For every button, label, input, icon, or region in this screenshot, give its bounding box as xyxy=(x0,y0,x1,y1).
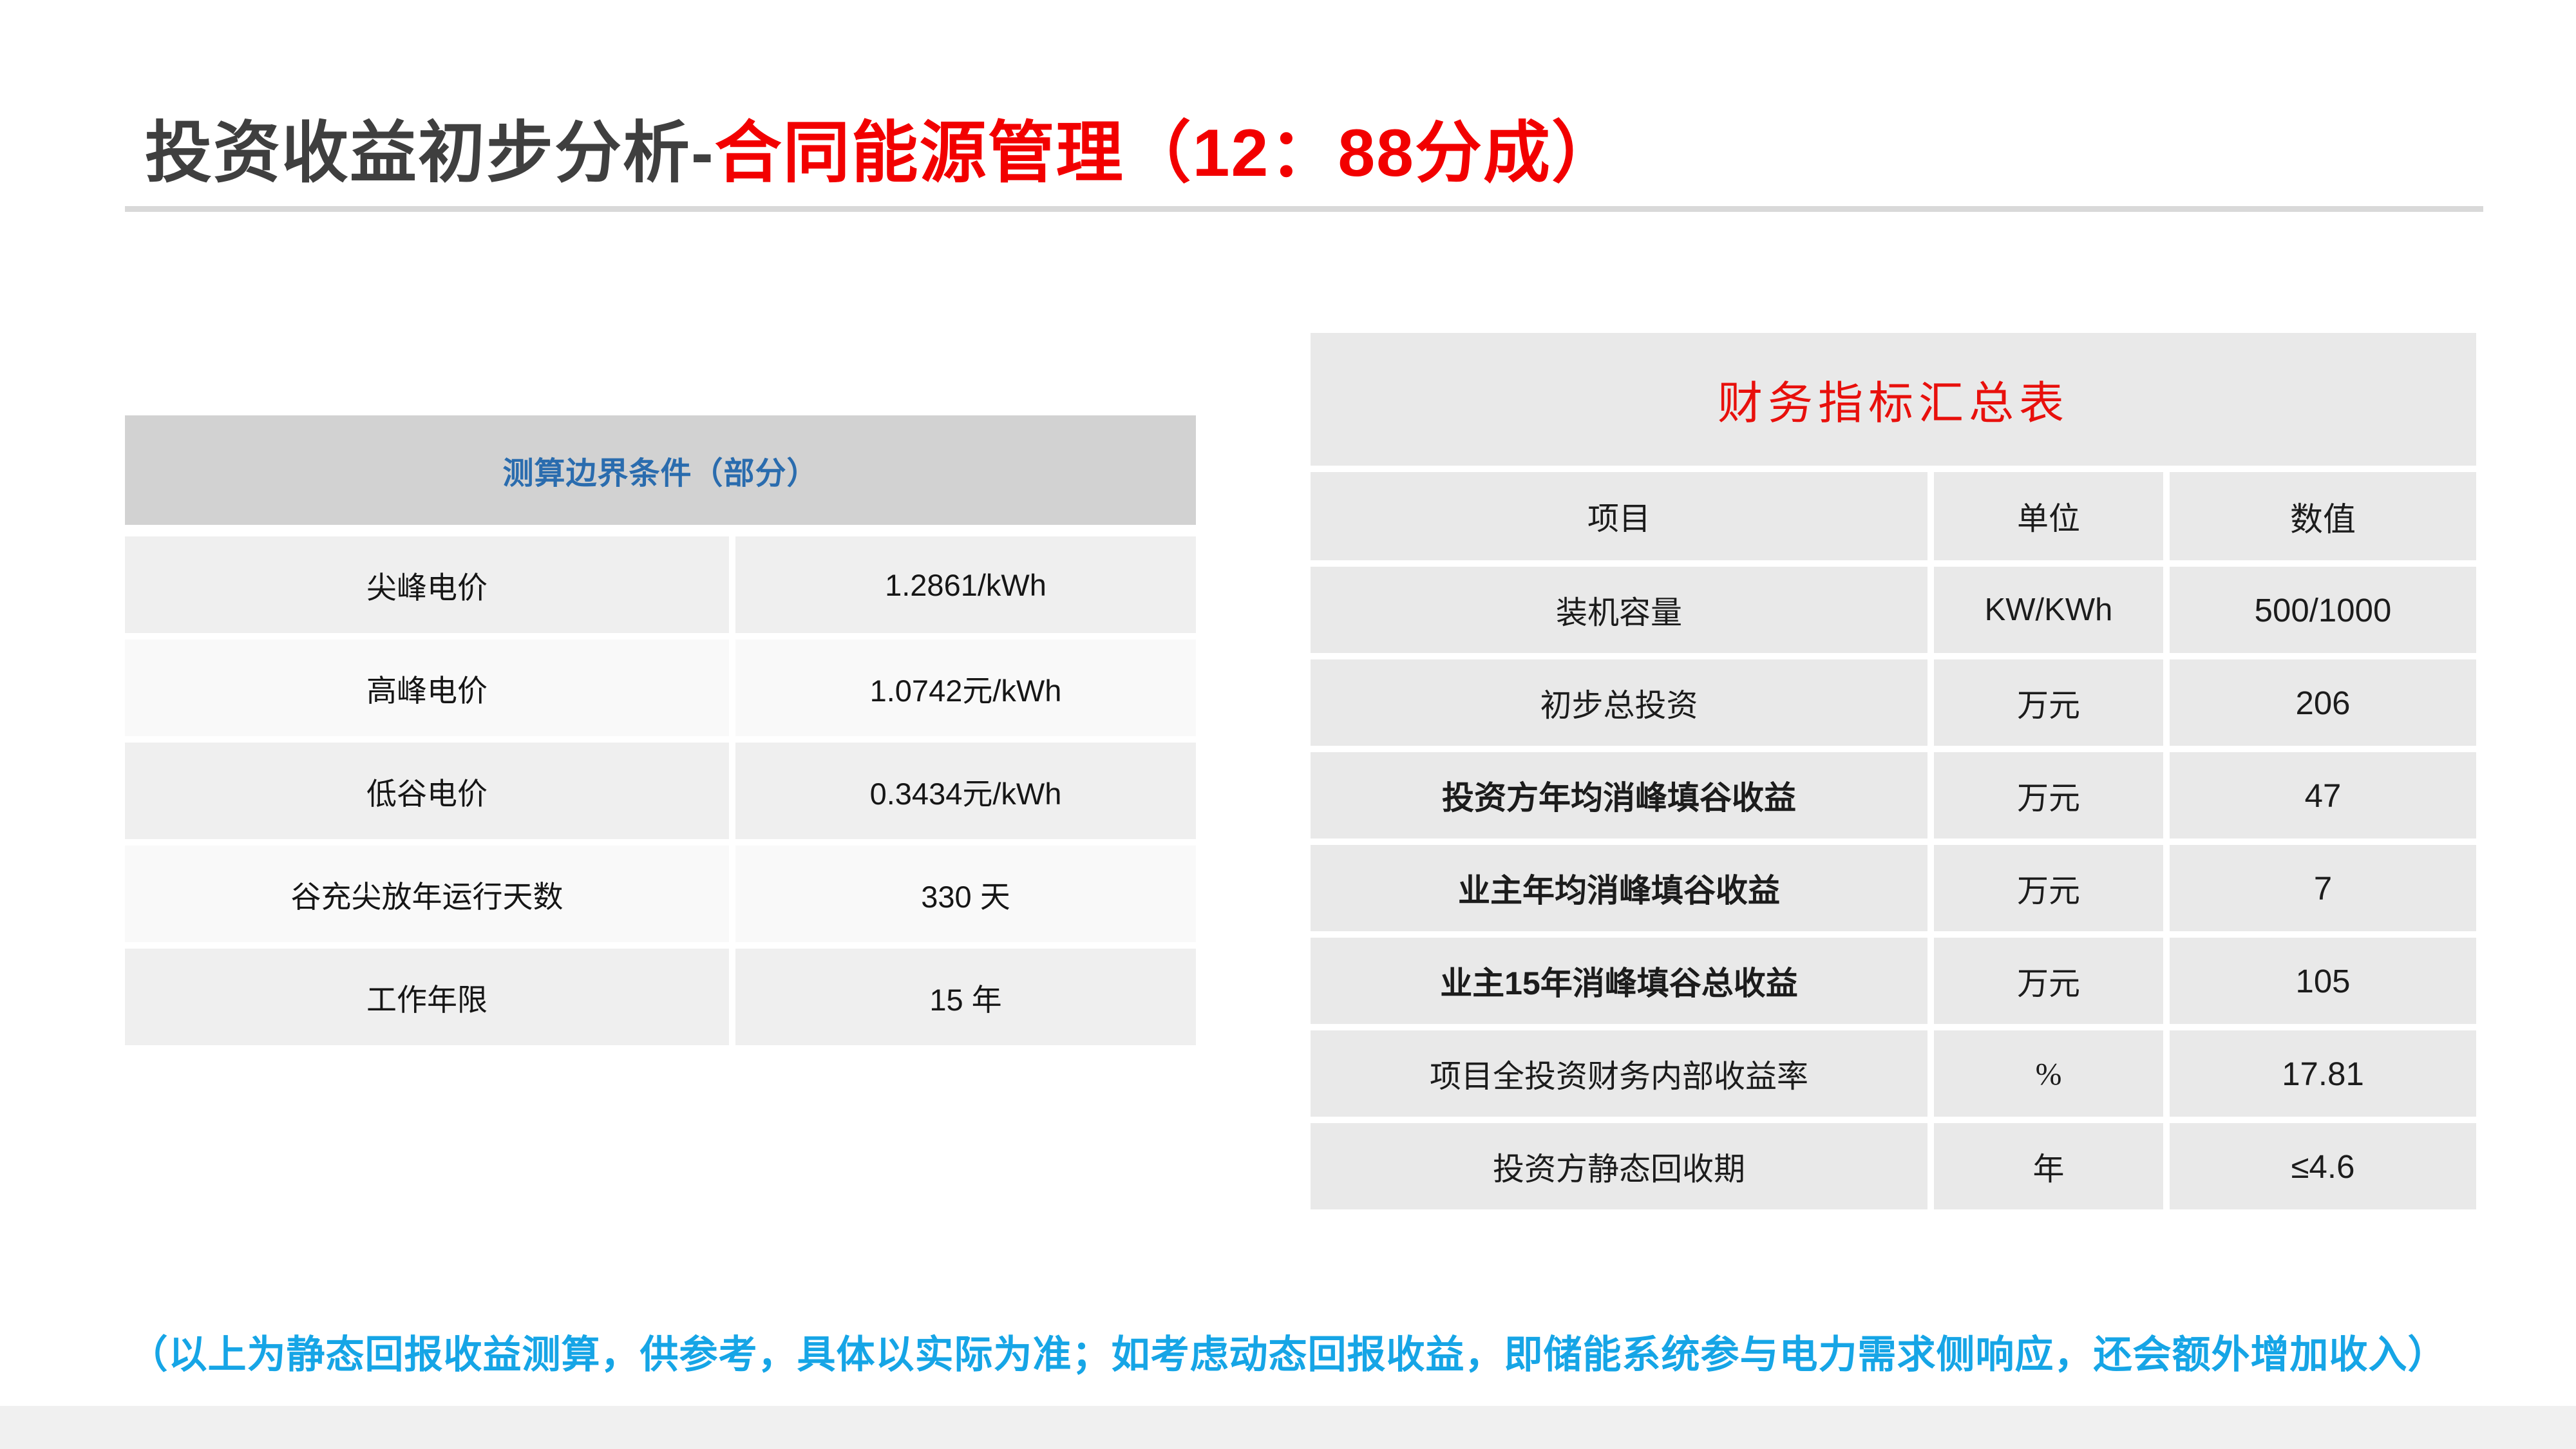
row-item: 项目全投资财务内部收益率 xyxy=(1311,1030,1927,1117)
row-item: 业主年均消峰填谷收益 xyxy=(1311,845,1927,931)
row-item: 装机容量 xyxy=(1311,567,1927,653)
column-header-value: 数值 xyxy=(2170,472,2476,560)
table-row: 装机容量 KW/KWh 500/1000 xyxy=(1311,567,2476,653)
row-value: 0.3434元/kWh xyxy=(735,743,1196,839)
financial-summary-table: 财务指标汇总表 项目 单位 数值 装机容量 KW/KWh 500/1000 初步… xyxy=(1311,333,2476,1216)
row-label: 高峰电价 xyxy=(125,639,729,736)
row-label: 谷充尖放年运行天数 xyxy=(125,846,729,942)
row-unit: % xyxy=(1934,1030,2163,1117)
row-value: 500/1000 xyxy=(2170,567,2476,653)
table-row: 业主15年消峰填谷总收益 万元 105 xyxy=(1311,938,2476,1024)
row-item: 投资方年均消峰填谷收益 xyxy=(1311,752,1927,838)
table-row: 尖峰电价 1.2861/kWh xyxy=(125,536,1196,633)
row-value: 47 xyxy=(2170,752,2476,838)
row-value: 17.81 xyxy=(2170,1030,2476,1117)
table-row: 谷充尖放年运行天数 330 天 xyxy=(125,846,1196,942)
financial-table-title: 财务指标汇总表 xyxy=(1311,333,2476,466)
row-item: 初步总投资 xyxy=(1311,659,1927,746)
row-value: 330 天 xyxy=(735,846,1196,942)
row-unit: 年 xyxy=(1934,1123,2163,1209)
row-unit: 万元 xyxy=(1934,659,2163,746)
table-row: 低谷电价 0.3434元/kWh xyxy=(125,743,1196,839)
static-return-disclaimer-note: （以上为静态回报收益测算，供参考，具体以实际为准；如考虑动态回报收益，即储能系统… xyxy=(129,1333,2447,1376)
boundary-conditions-table: 测算边界条件（部分） 尖峰电价 1.2861/kWh 高峰电价 1.0742元/… xyxy=(125,415,1196,1052)
row-unit: 万元 xyxy=(1934,752,2163,838)
boundary-table-body: 尖峰电价 1.2861/kWh 高峰电价 1.0742元/kWh 低谷电价 0.… xyxy=(125,536,1196,1045)
table-row: 业主年均消峰填谷收益 万元 7 xyxy=(1311,845,2476,931)
page-title: 投资收益初步分析-合同能源管理（12：88分成） xyxy=(145,98,1620,195)
row-value: ≤4.6 xyxy=(2170,1123,2476,1209)
row-label: 尖峰电价 xyxy=(125,536,729,633)
table-row: 投资方静态回收期 年 ≤4.6 xyxy=(1311,1123,2476,1209)
row-unit: KW/KWh xyxy=(1934,567,2163,653)
row-item: 投资方静态回收期 xyxy=(1311,1123,1927,1209)
row-value: 1.2861/kWh xyxy=(735,536,1196,633)
page-title-black-part: 投资收益初步分析- xyxy=(145,116,715,191)
row-unit: 万元 xyxy=(1934,938,2163,1024)
row-value: 7 xyxy=(2170,845,2476,931)
table-row: 工作年限 15 年 xyxy=(125,949,1196,1045)
row-value: 15 年 xyxy=(735,949,1196,1045)
title-underline xyxy=(125,206,2483,212)
column-header-unit: 单位 xyxy=(1934,472,2163,560)
column-header-item: 项目 xyxy=(1311,472,1927,560)
footer-bar xyxy=(0,1406,2576,1449)
table-row: 项目全投资财务内部收益率 % 17.81 xyxy=(1311,1030,2476,1117)
row-unit: 万元 xyxy=(1934,845,2163,931)
row-value: 1.0742元/kWh xyxy=(735,639,1196,736)
row-label: 工作年限 xyxy=(125,949,729,1045)
table-header-row: 项目 单位 数值 xyxy=(1311,472,2476,560)
row-label: 低谷电价 xyxy=(125,743,729,839)
boundary-table-header: 测算边界条件（部分） xyxy=(125,415,1196,525)
table-row: 高峰电价 1.0742元/kWh xyxy=(125,639,1196,736)
row-value: 206 xyxy=(2170,659,2476,746)
row-value: 105 xyxy=(2170,938,2476,1024)
row-item: 业主15年消峰填谷总收益 xyxy=(1311,938,1927,1024)
page-title-red-part: 合同能源管理（12：88分成） xyxy=(714,116,1620,191)
table-row: 投资方年均消峰填谷收益 万元 47 xyxy=(1311,752,2476,838)
table-row: 初步总投资 万元 206 xyxy=(1311,659,2476,746)
